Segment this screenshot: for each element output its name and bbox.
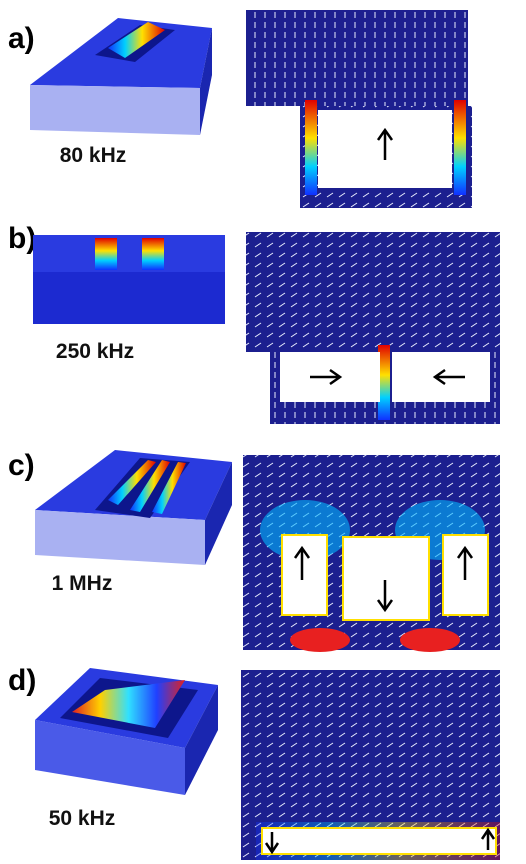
panel-b: b) 250 kHz <box>8 222 500 424</box>
panel-label: d) <box>8 664 36 697</box>
panel-a: a) 80 kHz <box>8 10 472 208</box>
magnet <box>262 828 496 854</box>
figure: a) 80 kHz b) 250 kHz c) <box>0 0 526 864</box>
frequency: 50 kHz <box>49 807 116 830</box>
panel-label: c) <box>8 449 35 482</box>
block-front <box>33 272 225 324</box>
magnet <box>282 535 327 615</box>
panel-d: d) 50 kHz <box>8 664 500 860</box>
hotspot <box>400 628 460 652</box>
hotspot <box>454 100 466 195</box>
frequency: 250 kHz <box>56 340 134 363</box>
hotspot <box>290 628 350 652</box>
field <box>246 10 468 106</box>
panel-c: c) 1 MHz <box>8 449 500 652</box>
frequency: 1 MHz <box>52 572 113 595</box>
beam <box>95 238 117 270</box>
beam <box>142 238 164 270</box>
frequency: 80 kHz <box>60 144 127 167</box>
panel-label: a) <box>8 22 35 55</box>
hotspot <box>305 100 317 195</box>
block-front <box>30 85 200 135</box>
field <box>246 232 500 352</box>
panel-label: b) <box>8 222 36 255</box>
